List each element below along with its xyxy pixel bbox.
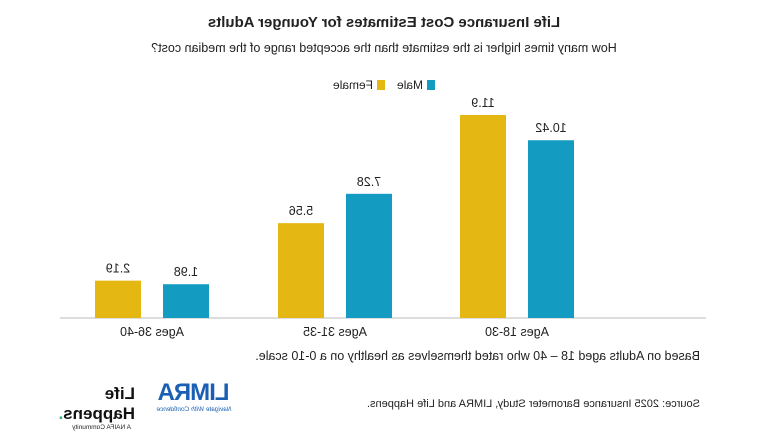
data-label: 5.56 <box>289 204 313 218</box>
data-label: 1.98 <box>174 265 198 279</box>
data-label: 11.9 <box>471 96 494 110</box>
source-note: Source: 2025 Insurance Barometer Study, … <box>366 398 700 410</box>
bar-female <box>278 223 324 318</box>
bar-female <box>460 115 506 318</box>
category-label: Ages 31-35 <box>303 325 367 339</box>
limra-tagline: Navigate With Confidence <box>156 406 232 413</box>
life-happens-logo: Life Happens. A NAIFA Community <box>25 384 135 431</box>
bar-female <box>95 280 141 318</box>
limra-logo: LIMRA Navigate With Confidence <box>153 379 235 413</box>
category-label: Ages 18-30 <box>485 325 549 339</box>
data-label: 2.19 <box>106 262 130 276</box>
limra-logo-text: LIMRA <box>158 379 230 406</box>
life-happens-logo-text: Life Happens <box>63 384 135 423</box>
life-happens-tagline: A NAIFA Community <box>72 424 131 431</box>
category-label: Ages 36-40 <box>120 325 184 339</box>
bar-male <box>528 140 574 318</box>
data-label: 10.42 <box>535 121 566 135</box>
footnote: Based on Adults aged 18 – 40 who rated t… <box>255 349 700 363</box>
bar-male <box>163 284 209 318</box>
data-label: 7.28 <box>357 175 381 189</box>
bar-male <box>346 193 392 318</box>
